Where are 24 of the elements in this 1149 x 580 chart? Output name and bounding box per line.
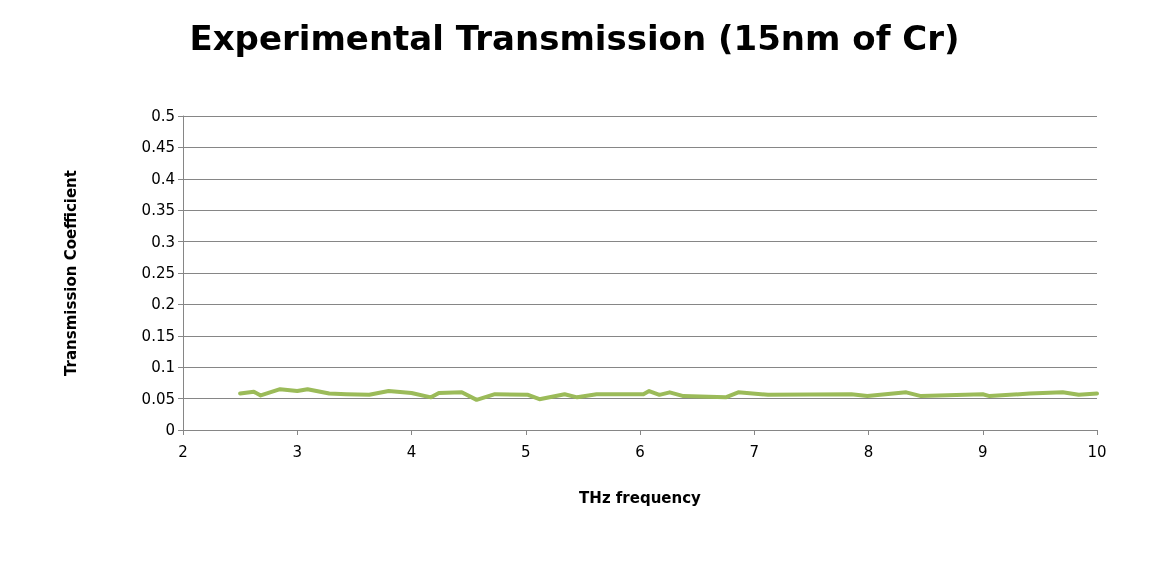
y-tick-label: 0.05 (141, 389, 175, 408)
x-tick-label: 8 (863, 442, 874, 461)
y-tick-label: 0.45 (141, 138, 175, 157)
x-axis-title: THz frequency (579, 488, 702, 507)
x-tick-label: 7 (749, 442, 760, 461)
y-tick-label: 0.1 (151, 358, 175, 377)
line-series (238, 387, 1099, 402)
x-tick-label: 2 (178, 442, 188, 461)
y-tick-label: 0 (165, 421, 175, 439)
y-tick-label: 0.2 (151, 295, 175, 314)
x-tick-label: 9 (977, 442, 988, 461)
x-tick-label: 5 (520, 442, 531, 461)
y-axis-title: Transmission Coefficient (61, 170, 80, 376)
y-tick-label: 0.15 (141, 326, 175, 345)
y-tick-label: 0.4 (151, 169, 175, 188)
x-tick-label: 4 (406, 442, 417, 461)
y-tick-label: 0.3 (151, 232, 175, 251)
x-tick-label: 3 (292, 442, 303, 461)
y-tick-label: 0.25 (141, 264, 175, 282)
y-tick-label: 0.35 (141, 201, 175, 220)
x-tick-label: 6 (635, 442, 645, 461)
y-tick-label: 0.5 (151, 107, 175, 125)
chart-title: Experimental Transmission (15nm of Cr) (189, 18, 960, 58)
x-tick-label: 10 (1087, 442, 1107, 461)
